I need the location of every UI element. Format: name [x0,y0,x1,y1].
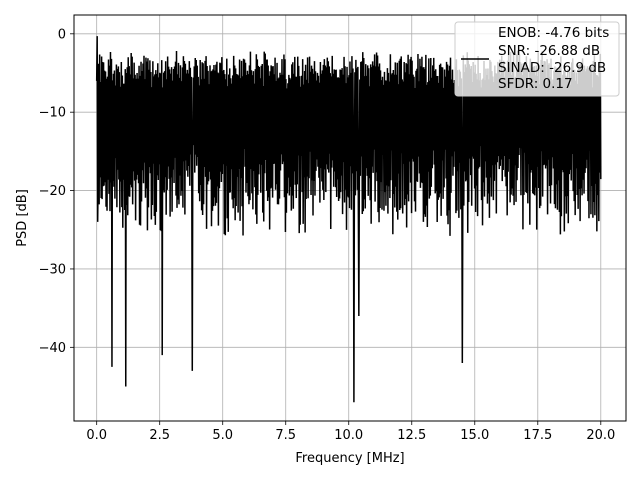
x-axis-label: Frequency [MHz] [295,451,404,466]
legend-sfdr: SFDR: 0.17 [498,76,573,92]
x-axis-ticks: 0.0 2.5 5.0 7.5 10.0 12.5 15.0 17.5 20.0 [86,421,615,443]
x-tick-label: 2.5 [149,428,170,443]
y-tick-label: −10 [39,106,66,121]
x-tick-label: 20.0 [586,428,615,443]
x-tick-label: 5.0 [212,428,233,443]
y-tick-label: −20 [39,184,66,199]
x-tick-label: 0.0 [86,428,107,443]
plot-area [95,36,602,403]
legend: ENOB: -4.76 bits SNR: -26.88 dB SINAD: -… [454,21,620,97]
y-axis-ticks: 0 −10 −20 −30 −40 [39,27,74,356]
x-tick-label: 17.5 [523,428,552,443]
x-tick-label: 12.5 [397,428,426,443]
x-tick-label: 7.5 [275,428,296,443]
y-axis-label: PSD [dB] [15,189,30,247]
legend-sinad: SINAD: -26.9 dB [498,60,606,76]
y-tick-label: −40 [39,341,66,356]
x-tick-label: 10.0 [334,428,363,443]
y-tick-label: 0 [58,27,66,42]
legend-enob: ENOB: -4.76 bits [498,25,609,41]
y-tick-label: −30 [39,262,66,277]
psd-series-line [95,36,602,403]
legend-snr: SNR: -26.88 dB [498,43,600,59]
x-tick-label: 15.0 [460,428,489,443]
legend-box [454,21,620,97]
axes-frame [73,14,627,422]
